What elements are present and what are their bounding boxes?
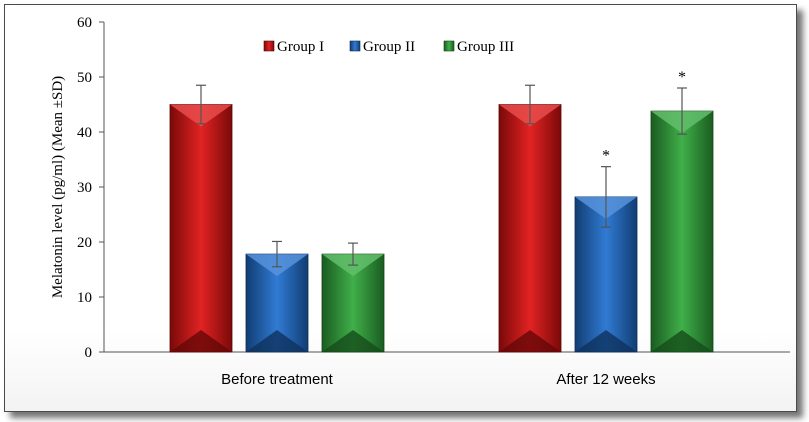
bar-bevel-bottom xyxy=(170,330,232,352)
category-labels: Before treatment After 12 weeks xyxy=(221,371,655,388)
bar-bevel-bottom xyxy=(651,330,713,352)
y-tick-label: 20 xyxy=(77,235,92,251)
legend-swatch xyxy=(263,40,275,52)
y-tick-label: 30 xyxy=(77,180,92,196)
y-axis-title: Melatonin level (pg/ml) (Mean ±SD) xyxy=(50,76,66,298)
bar-bevel-bottom xyxy=(246,330,308,352)
legend-label: Group II xyxy=(363,39,415,55)
y-tick-label: 0 xyxy=(85,345,93,361)
legend-label: Group III xyxy=(457,39,514,55)
significance-marker: * xyxy=(678,69,686,86)
bar-bevel-bottom xyxy=(575,330,637,352)
y-axis-ticks: 0 10 20 30 40 50 60 xyxy=(77,15,104,361)
legend-label: Group I xyxy=(277,39,324,55)
legend: Group I Group II Group III xyxy=(263,39,514,55)
legend-swatch xyxy=(349,40,361,52)
significance-marker: * xyxy=(602,148,610,165)
bar xyxy=(498,104,562,353)
y-tick-label: 10 xyxy=(77,290,92,306)
y-tick-label: 40 xyxy=(77,125,92,141)
x-category-label: After 12 weeks xyxy=(556,371,655,388)
bar xyxy=(650,110,714,353)
legend-swatch xyxy=(443,40,455,52)
bar xyxy=(169,104,233,353)
bar-bevel-bottom xyxy=(499,330,561,352)
x-category-label: Before treatment xyxy=(221,371,334,388)
bars: ** xyxy=(169,69,714,353)
y-tick-label: 60 xyxy=(77,15,92,31)
y-tick-label: 50 xyxy=(77,70,92,86)
bar-bevel-bottom xyxy=(322,330,384,352)
